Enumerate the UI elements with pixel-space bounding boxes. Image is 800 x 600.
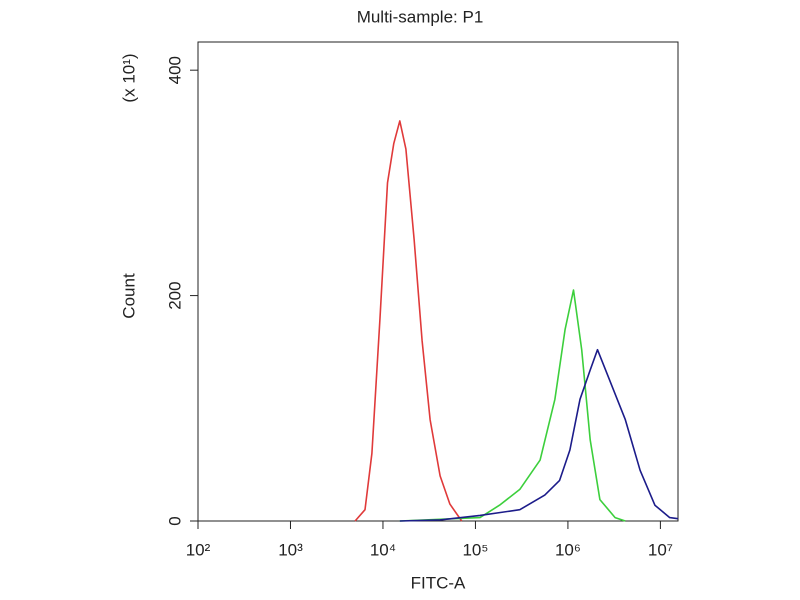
series-line: [399, 348, 679, 522]
series-line: [399, 289, 626, 522]
x-tick-label: 10²: [186, 540, 211, 559]
plot-frame: [197, 41, 679, 522]
x-axis-label: FITC-A: [411, 573, 466, 592]
y-tick-label: 400: [165, 56, 184, 84]
x-tick-label: 10³: [278, 540, 303, 559]
x-tick-label: 10⁶: [555, 540, 581, 559]
y-tick-label: 200: [165, 281, 184, 309]
y-axis-label: Count: [119, 273, 138, 319]
x-tick-label: 10⁵: [462, 540, 488, 559]
x-tick-label: 10⁷: [648, 540, 673, 559]
chart-title: Multi-sample: P1: [357, 7, 484, 26]
y-axis-multiplier: (x 10¹): [119, 53, 138, 102]
y-tick-label: 0: [165, 516, 184, 525]
series-line: [354, 120, 463, 522]
x-tick-label: 10⁴: [370, 540, 396, 559]
